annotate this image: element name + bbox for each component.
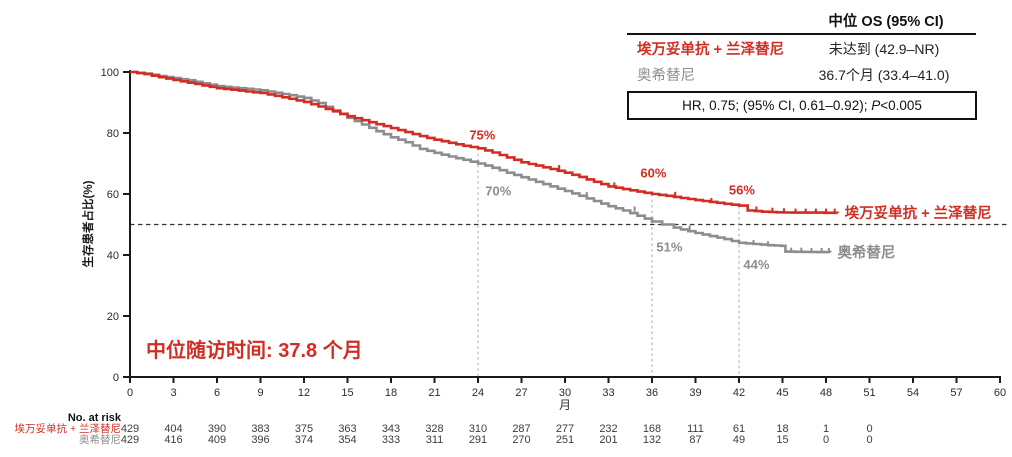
risk-value-gray: 87 <box>689 434 701 446</box>
y-tick-label: 100 <box>101 67 119 79</box>
risk-value-red: 328 <box>425 423 443 435</box>
x-tick-label: 57 <box>950 387 962 399</box>
risk-value-red: 18 <box>776 423 788 435</box>
summary-row-osimertinib-value: 36.7个月 (33.4–41.0) <box>819 67 950 83</box>
median-os-header: 中位 OS (95% CI) <box>828 12 943 30</box>
risk-value-gray: 270 <box>512 434 530 446</box>
risk-value-gray: 374 <box>295 434 313 446</box>
risk-value-gray: 0 <box>823 434 829 446</box>
risk-value-red: 343 <box>382 423 400 435</box>
x-tick-label: 45 <box>776 387 788 399</box>
risk-value-red: 277 <box>556 423 574 435</box>
summary-row-osimertinib-label: 奥希替尼 <box>637 67 695 84</box>
milestone-label-51%: 51% <box>656 240 682 255</box>
summary-row-amivantamab-label: 埃万妥单抗 + 兰泽替尼 <box>637 40 784 58</box>
x-tick-label: 12 <box>298 387 310 399</box>
risk-value-red: 383 <box>251 423 269 435</box>
reference-lines <box>130 148 1008 377</box>
risk-value-red: 0 <box>866 423 872 435</box>
risk-value-gray: 291 <box>469 434 487 446</box>
risk-value-gray: 251 <box>556 434 574 446</box>
x-tick-label: 27 <box>515 387 527 399</box>
km-curve-red <box>130 70 839 215</box>
milestone-label-60%: 60% <box>640 165 666 180</box>
y-tick-label: 80 <box>107 128 119 140</box>
risk-value-red: 375 <box>295 423 313 435</box>
y-tick-label: 40 <box>107 250 119 262</box>
risk-value-gray: 311 <box>426 434 444 446</box>
risk-value-gray: 0 <box>866 434 872 446</box>
curve-end-label-gray: 奥希替尼 <box>837 243 895 261</box>
risk-value-red: 429 <box>121 423 139 435</box>
risk-value-red: 287 <box>512 423 530 435</box>
summary-row-amivantamab-value: 未达到 (42.9–NR) <box>829 41 939 57</box>
risk-value-red: 1 <box>823 423 829 435</box>
risk-value-red: 404 <box>164 423 182 435</box>
hazard-ratio-box <box>627 91 977 120</box>
risk-value-gray: 201 <box>599 434 617 446</box>
x-tick-label: 0 <box>127 387 133 399</box>
risk-value-gray: 429 <box>121 434 139 446</box>
risk-value-red: 61 <box>733 423 745 435</box>
risk-value-gray: 416 <box>164 434 182 446</box>
percent-annotations: 75% 70% 60% 51% 56% 44% <box>469 128 770 272</box>
hazard-ratio-text: HR, 0.75; (95% CI, 0.61–0.92); P<0.005 <box>682 98 922 113</box>
x-axis-title: 月 <box>559 398 571 412</box>
y-tick-label: 0 <box>113 372 119 384</box>
x-tick-label: 60 <box>994 387 1006 399</box>
x-tick-label: 36 <box>646 387 658 399</box>
x-tick-label: 33 <box>602 387 614 399</box>
y-axis-title: 生存患者占比(%) <box>81 180 95 267</box>
y-tick-label: 20 <box>107 311 119 323</box>
x-tick-label: 39 <box>689 387 701 399</box>
risk-value-red: 390 <box>208 423 226 435</box>
no-at-risk-header: No. at risk <box>68 412 122 424</box>
x-tick-label: 42 <box>733 387 745 399</box>
no-at-risk-table: No. at risk 埃万妥单抗 + 兰泽替尼 奥希替尼 <box>15 412 122 446</box>
risk-value-gray: 396 <box>251 434 269 446</box>
risk-value-gray: 333 <box>382 434 400 446</box>
milestone-label-75%: 75% <box>469 128 495 143</box>
x-tick-label: 15 <box>341 387 353 399</box>
risk-value-gray: 354 <box>338 434 356 446</box>
x-tick-label: 21 <box>428 387 440 399</box>
risk-value-red: 111 <box>687 423 704 435</box>
x-tick-label: 51 <box>863 387 875 399</box>
x-tick-label: 48 <box>820 387 832 399</box>
x-tick-label: 3 <box>170 387 176 399</box>
milestone-label-44%: 44% <box>743 257 769 272</box>
milestone-label-56%: 56% <box>729 183 755 198</box>
risk-value-gray: 49 <box>733 434 745 446</box>
no-at-risk-row-amivantamab-label: 埃万妥单抗 + 兰泽替尼 <box>15 422 121 435</box>
risk-value-red: 232 <box>599 423 617 435</box>
x-tick-label: 54 <box>907 387 919 399</box>
no-at-risk-row-osimertinib-label: 奥希替尼 <box>79 433 121 446</box>
risk-value-gray: 409 <box>208 434 226 446</box>
median-followup-note: 中位随访时间: 37.8 个月 <box>146 338 363 362</box>
risk-value-red: 168 <box>643 423 661 435</box>
y-tick-label: 60 <box>107 189 119 201</box>
x-tick-label: 24 <box>472 387 484 399</box>
survival-curves <box>130 70 839 254</box>
median-os-table: 中位 OS (95% CI) 埃万妥单抗 + 兰泽替尼 未达到 (42.9–NR… <box>627 12 977 120</box>
risk-value-red: 310 <box>469 423 487 435</box>
km-curve-gray <box>130 70 832 254</box>
x-tick-label: 9 <box>257 387 263 399</box>
curve-end-label-red: 埃万妥单抗 + 兰泽替尼 <box>845 204 992 222</box>
milestone-label-70%: 70% <box>485 183 511 198</box>
risk-value-red: 363 <box>338 423 356 435</box>
risk-value-gray: 15 <box>776 434 788 446</box>
x-tick-label: 30 <box>559 387 571 399</box>
x-tick-label: 6 <box>214 387 220 399</box>
risk-value-gray: 132 <box>643 434 661 446</box>
no-at-risk-values: 429 404 390 383 375 363 343 328 310 287 277 232 168 1… <box>121 423 873 446</box>
x-tick-label: 18 <box>385 387 397 399</box>
